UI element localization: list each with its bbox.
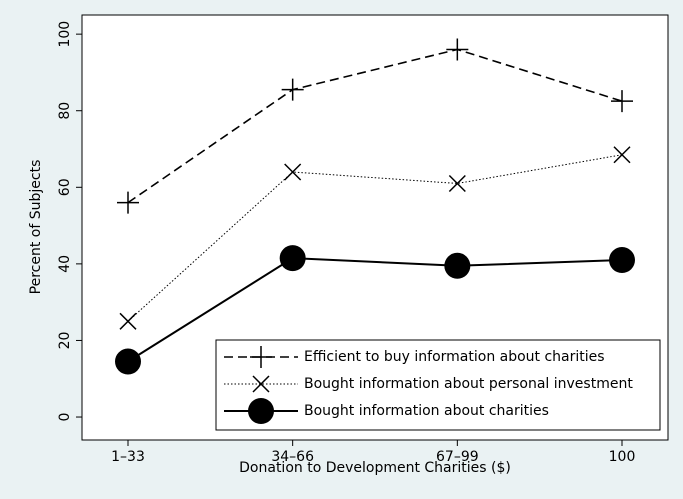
legend-label: Bought information about personal invest… bbox=[304, 376, 633, 392]
marker bbox=[117, 191, 139, 214]
y-tick-label: 60 bbox=[57, 178, 73, 196]
legend-label: Efficient to buy information about chari… bbox=[304, 349, 605, 365]
marker bbox=[115, 348, 141, 375]
legend: Efficient to buy information about chari… bbox=[215, 339, 661, 431]
marker bbox=[119, 312, 137, 330]
series-line bbox=[127, 257, 623, 363]
y-tick-label: 0 bbox=[57, 413, 73, 422]
marker bbox=[279, 245, 306, 272]
marker bbox=[248, 398, 274, 424]
x-tick-label: 100 bbox=[609, 449, 636, 465]
series-line bbox=[127, 48, 623, 204]
y-tick-label: 20 bbox=[57, 332, 73, 350]
legend-label: Bought information about charities bbox=[304, 403, 549, 419]
marker bbox=[609, 247, 635, 274]
x-tick-label: 67–99 bbox=[436, 449, 479, 465]
x-axis-label: Donation to Development Charities ($) bbox=[239, 460, 511, 476]
marker bbox=[613, 146, 631, 164]
x-tick-label: 1–33 bbox=[111, 449, 145, 465]
legend-box bbox=[215, 339, 661, 431]
y-tick-label: 100 bbox=[57, 21, 73, 48]
series-line bbox=[127, 154, 623, 322]
x-tick-label: 34–66 bbox=[271, 449, 314, 465]
marker bbox=[611, 90, 633, 113]
marker bbox=[448, 174, 466, 192]
marker bbox=[446, 38, 469, 61]
marker bbox=[281, 78, 304, 101]
marker bbox=[250, 346, 272, 368]
marker bbox=[252, 375, 270, 393]
y-tick-label: 40 bbox=[57, 255, 73, 273]
y-axis-label: Percent of Subjects bbox=[28, 160, 44, 295]
y-tick-label: 80 bbox=[57, 102, 73, 120]
marker bbox=[444, 252, 471, 279]
marker bbox=[284, 163, 302, 181]
